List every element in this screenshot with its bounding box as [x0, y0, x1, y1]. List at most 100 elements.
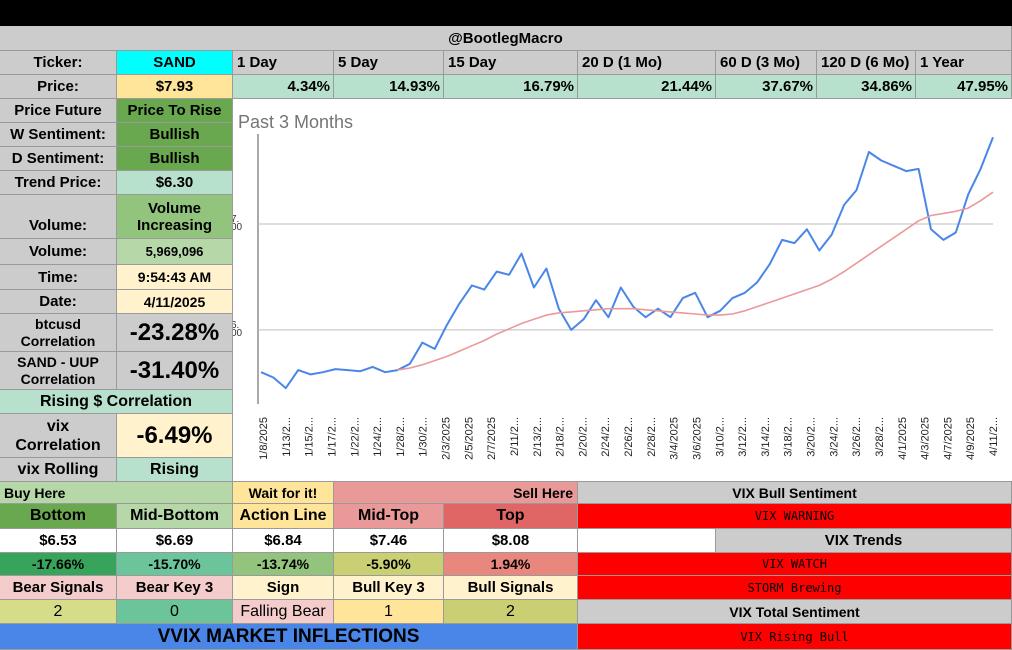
level-pct-action-line: -13.74%	[233, 553, 334, 576]
period-label-1d: 1 Day	[233, 51, 334, 75]
signal-label-bull-signals: Bull Signals	[444, 576, 578, 600]
x-tick-label: 2/18/2...	[555, 417, 567, 457]
time-label: Time:	[0, 265, 117, 290]
x-tick-label: 3/28/2...	[874, 417, 886, 457]
series-line-price	[260, 136, 994, 390]
vix-trends-blank	[578, 529, 716, 553]
vix-correlation-value: -6.49%	[117, 414, 233, 458]
signal-value-sign: Falling Bear	[233, 600, 334, 624]
vix-warning: VIX WARNING	[578, 504, 1012, 529]
vix-bull-sentiment-label: VIX Bull Sentiment	[578, 482, 1012, 504]
price-future-label: Price Future	[0, 99, 117, 123]
level-price-mid-top: $7.46	[334, 529, 444, 553]
level-name-top: Top	[444, 504, 578, 529]
price-future-value: Price To Rise	[117, 99, 233, 123]
price-value: $7.93	[117, 75, 233, 99]
signal-value-bear-key3: 0	[117, 600, 233, 624]
rising-correlation: Rising $ Correlation	[0, 390, 233, 414]
level-price-action-line: $6.84	[233, 529, 334, 553]
volume-value: 5,969,096	[117, 239, 233, 265]
x-tick-label: 1/24/2...	[372, 417, 384, 457]
chart-plot: 7.006.001/8/2025 1/13/2... 1/15/2... 1/17/2…	[233, 134, 1000, 460]
wait-label: Wait for it!	[233, 482, 334, 504]
x-tick-label: 3/26/2...	[851, 417, 863, 457]
level-pct-top: 1.94%	[444, 553, 578, 576]
period-value-5d: 14.93%	[334, 75, 444, 99]
x-tick-label: 1/8/2025	[258, 417, 270, 460]
y-tick-label: 00	[233, 328, 243, 339]
period-label-20d: 20 D (1 Mo)	[578, 51, 716, 75]
period-label-15d: 15 Day	[444, 51, 578, 75]
level-name-mid-bottom: Mid-Bottom	[117, 504, 233, 529]
x-tick-label: 1/22/2...	[349, 417, 361, 457]
x-tick-label: 2/24/2...	[600, 417, 612, 457]
signal-label-bull-key3: Bull Key 3	[334, 576, 444, 600]
period-value-15d: 16.79%	[444, 75, 578, 99]
x-tick-label: 3/24/2...	[828, 417, 840, 457]
level-price-top: $8.08	[444, 529, 578, 553]
volume-trend-label: Volume:	[0, 195, 117, 239]
level-pct-bottom: -17.66%	[0, 553, 117, 576]
level-pct-mid-bottom: -15.70%	[117, 553, 233, 576]
x-tick-label: 3/6/2025	[691, 417, 703, 460]
x-tick-label: 2/11/2...	[509, 417, 521, 456]
storm-brewing: STORM Brewing	[578, 576, 1012, 600]
chart-title: Past 3 Months	[238, 112, 354, 132]
vix-correlation-label: vix Correlation	[0, 414, 117, 458]
top-bar	[0, 0, 1012, 26]
x-tick-label: 4/3/2025	[920, 417, 932, 460]
series-line-trend	[397, 191, 994, 371]
sell-here-label: Sell Here	[334, 482, 578, 504]
volume-trend-value: Volume Increasing	[117, 195, 233, 239]
vix-rising-bull: VIX Rising Bull	[578, 624, 1012, 650]
level-price-bottom: $6.53	[0, 529, 117, 553]
vix-rolling-value: Rising	[117, 458, 233, 482]
period-value-1y: 47.95%	[916, 75, 1012, 99]
signal-value-bear-signals: 2	[0, 600, 117, 624]
x-tick-label: 3/10/2...	[714, 417, 726, 457]
x-tick-label: 3/20/2...	[806, 417, 818, 457]
btc-correlation-value: -23.28%	[117, 314, 233, 352]
period-label-60d: 60 D (3 Mo)	[716, 51, 817, 75]
x-tick-label: 2/20/2...	[577, 417, 589, 457]
x-tick-label: 4/1/2025	[897, 417, 909, 460]
buy-here-label: Buy Here	[0, 482, 233, 504]
volume-label: Volume:	[0, 239, 117, 265]
level-name-bottom: Bottom	[0, 504, 117, 529]
period-value-20d: 21.44%	[578, 75, 716, 99]
x-tick-label: 1/15/2...	[304, 417, 316, 457]
period-value-120d: 34.86%	[817, 75, 916, 99]
period-value-1d: 4.34%	[233, 75, 334, 99]
period-label-5d: 5 Day	[334, 51, 444, 75]
vix-watch: VIX WATCH	[578, 553, 1012, 576]
vix-rolling-label: vix Rolling	[0, 458, 117, 482]
x-tick-label: 3/12/2...	[737, 417, 749, 457]
vix-total-sentiment-label: VIX Total Sentiment	[578, 600, 1012, 624]
trend-price-label: Trend Price:	[0, 171, 117, 195]
ticker-value: SAND	[117, 51, 233, 75]
x-tick-label: 3/4/2025	[669, 417, 681, 460]
x-tick-label: 4/11/2...	[988, 417, 1000, 456]
x-tick-label: 3/14/2...	[760, 417, 772, 457]
level-name-action-line: Action Line	[233, 504, 334, 529]
x-tick-label: 2/5/2025	[463, 417, 475, 460]
uup-correlation-value: -31.40%	[117, 352, 233, 390]
vix-trends-label: VIX Trends	[716, 529, 1012, 553]
x-tick-label: 2/7/2025	[486, 417, 498, 460]
x-tick-label: 1/28/2...	[395, 417, 407, 457]
x-tick-label: 2/3/2025	[441, 417, 453, 460]
signal-label-bear-key3: Bear Key 3	[117, 576, 233, 600]
x-tick-label: 2/26/2...	[623, 417, 635, 457]
x-tick-label: 2/28/2...	[646, 417, 658, 457]
y-tick-label: 00	[233, 222, 243, 233]
w-sentiment-label: W Sentiment:	[0, 123, 117, 147]
w-sentiment-value: Bullish	[117, 123, 233, 147]
signal-value-bull-signals: 2	[444, 600, 578, 624]
x-tick-label: 1/30/2...	[418, 417, 430, 457]
signal-label-bear-signals: Bear Signals	[0, 576, 117, 600]
trend-price-value: $6.30	[117, 171, 233, 195]
x-tick-label: 4/7/2025	[942, 417, 954, 460]
d-sentiment-label: D Sentiment:	[0, 147, 117, 171]
header-handle: @BootlegMacro	[0, 26, 1012, 51]
date-value: 4/11/2025	[117, 290, 233, 314]
